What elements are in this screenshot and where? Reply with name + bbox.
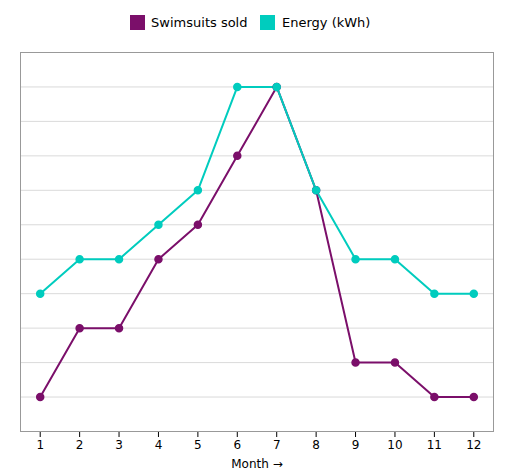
- html-text:Energy (kWh): Energy (kWh): [282, 15, 371, 30]
- svg-text:2: 2: [76, 438, 84, 452]
- svg-text:3: 3: [115, 438, 123, 452]
- svg-text:8: 8: [312, 438, 320, 452]
- svg-text:5: 5: [194, 438, 202, 452]
- svg-text:10: 10: [387, 438, 402, 452]
- svg-text:1: 1: [36, 438, 44, 452]
- svg-text:6: 6: [233, 438, 241, 452]
- svg-text:7: 7: [273, 438, 281, 452]
- svg-text:Month →: Month →: [231, 457, 282, 471]
- svg-text:9: 9: [352, 438, 360, 452]
- svg-text:12: 12: [466, 438, 481, 452]
- html-text:Swimsuits sold: Swimsuits sold: [151, 15, 248, 30]
- svg-text:11: 11: [427, 438, 442, 452]
- svg-text:4: 4: [155, 438, 163, 452]
